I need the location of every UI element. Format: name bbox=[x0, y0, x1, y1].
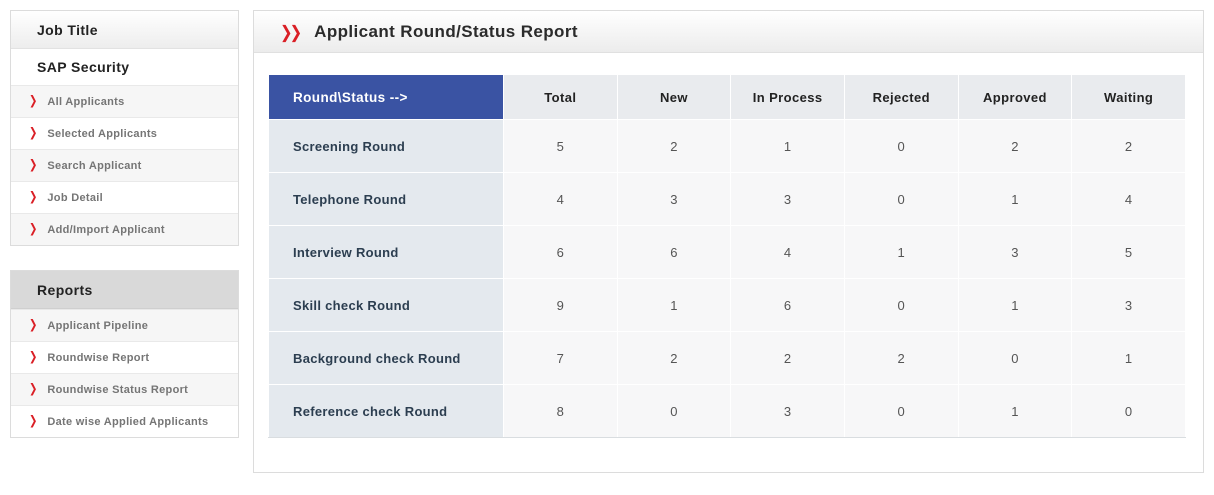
job-menu-panel: Job Title SAP Security ❯ All Applicants … bbox=[10, 10, 239, 246]
row-label: Screening Round bbox=[268, 119, 504, 173]
cell-value: 0 bbox=[843, 172, 959, 226]
sidebar-item-label: Selected Applicants bbox=[47, 127, 158, 140]
row-label: Background check Round bbox=[268, 331, 504, 385]
table-row-screening: Screening Round 5 2 1 0 2 2 bbox=[268, 119, 1186, 173]
sidebar-item-label: All Applicants bbox=[47, 95, 125, 108]
cell-value: 0 bbox=[957, 331, 1073, 385]
cell-value: 9 bbox=[503, 278, 618, 332]
chevron-right-icon: ❯ bbox=[29, 350, 38, 365]
cell-value: 6 bbox=[503, 225, 618, 279]
table-row-telephone: Telephone Round 4 3 3 0 1 4 bbox=[268, 172, 1186, 226]
page-title: Applicant Round/Status Report bbox=[314, 21, 578, 41]
cell-value: 0 bbox=[616, 384, 732, 438]
cell-value: 4 bbox=[1071, 172, 1186, 226]
sidebar-item-label: Date wise Applied Applicants bbox=[47, 415, 209, 428]
page-title-bar: ❯❯ Applicant Round/Status Report bbox=[254, 11, 1203, 53]
main-panel: ❯❯ Applicant Round/Status Report Round\S… bbox=[253, 10, 1204, 473]
column-header-total: Total bbox=[503, 74, 618, 120]
round-status-table: Round\Status --> Total New In Process Re… bbox=[268, 74, 1186, 438]
sidebar: Job Title SAP Security ❯ All Applicants … bbox=[10, 10, 239, 438]
cell-value: 7 bbox=[503, 331, 618, 385]
sidebar-item-applicant-pipeline[interactable]: ❯ Applicant Pipeline bbox=[11, 309, 238, 341]
table-row-reference-check: Reference check Round 8 0 3 0 1 0 bbox=[268, 384, 1186, 438]
cell-value: 5 bbox=[1071, 225, 1186, 279]
cell-value: 1 bbox=[1071, 331, 1186, 385]
sidebar-item-label: Roundwise Status Report bbox=[47, 383, 189, 396]
cell-value: 2 bbox=[730, 331, 845, 385]
row-label: Interview Round bbox=[268, 225, 504, 279]
column-header-in-process: In Process bbox=[730, 74, 845, 120]
job-title-header: Job Title bbox=[11, 11, 238, 49]
cell-value: 6 bbox=[616, 225, 732, 279]
row-label: Reference check Round bbox=[268, 384, 504, 438]
sidebar-item-label: Add/Import Applicant bbox=[47, 223, 165, 236]
chevron-right-icon: ❯ bbox=[29, 318, 38, 333]
cell-value: 2 bbox=[957, 119, 1073, 173]
cell-value: 8 bbox=[503, 384, 618, 438]
cell-value: 0 bbox=[843, 278, 959, 332]
chevron-right-icon: ❯ bbox=[29, 126, 38, 141]
cell-value: 0 bbox=[843, 384, 959, 438]
cell-value: 2 bbox=[843, 331, 959, 385]
sidebar-item-job-detail[interactable]: ❯ Job Detail bbox=[11, 181, 238, 213]
cell-value: 4 bbox=[503, 172, 618, 226]
cell-value: 0 bbox=[1071, 384, 1186, 438]
table-row-background-check: Background check Round 7 2 2 2 0 1 bbox=[268, 331, 1186, 385]
sidebar-item-label: Applicant Pipeline bbox=[47, 319, 149, 332]
chevron-right-icon: ❯ bbox=[29, 414, 38, 429]
sidebar-item-label: Job Detail bbox=[47, 191, 103, 204]
cell-value: 6 bbox=[730, 278, 845, 332]
row-label: Skill check Round bbox=[268, 278, 504, 332]
cell-value: 1 bbox=[957, 172, 1073, 226]
column-header-approved: Approved bbox=[957, 74, 1073, 120]
cell-value: 2 bbox=[616, 331, 732, 385]
table-corner-header: Round\Status --> bbox=[268, 74, 504, 120]
reports-panel: Reports ❯ Applicant Pipeline ❯ Roundwise… bbox=[10, 270, 239, 438]
sidebar-item-selected-applicants[interactable]: ❯ Selected Applicants bbox=[11, 117, 238, 149]
cell-value: 5 bbox=[503, 119, 618, 173]
table-header-row: Round\Status --> Total New In Process Re… bbox=[268, 74, 1186, 120]
sidebar-item-date-wise-applied-applicants[interactable]: ❯ Date wise Applied Applicants bbox=[11, 405, 238, 437]
sidebar-item-search-applicant[interactable]: ❯ Search Applicant bbox=[11, 149, 238, 181]
cell-value: 3 bbox=[1071, 278, 1186, 332]
chevron-right-icon: ❯ bbox=[29, 158, 38, 173]
table-row-skill-check: Skill check Round 9 1 6 0 1 3 bbox=[268, 278, 1186, 332]
column-header-waiting: Waiting bbox=[1071, 74, 1186, 120]
cell-value: 4 bbox=[730, 225, 845, 279]
chevron-right-icon: ❯ bbox=[29, 94, 38, 109]
column-header-rejected: Rejected bbox=[843, 74, 959, 120]
cell-value: 3 bbox=[957, 225, 1073, 279]
cell-value: 1 bbox=[957, 384, 1073, 438]
cell-value: 3 bbox=[730, 172, 845, 226]
chevron-right-icon: ❯ bbox=[29, 190, 38, 205]
cell-value: 2 bbox=[616, 119, 732, 173]
cell-value: 2 bbox=[1071, 119, 1186, 173]
cell-value: 1 bbox=[730, 119, 845, 173]
sidebar-item-label: Roundwise Report bbox=[47, 351, 150, 364]
cell-value: 1 bbox=[616, 278, 732, 332]
sidebar-item-all-applicants[interactable]: ❯ All Applicants bbox=[11, 85, 238, 117]
column-header-new: New bbox=[616, 74, 732, 120]
cell-value: 3 bbox=[616, 172, 732, 226]
reports-header: Reports bbox=[11, 271, 238, 309]
cell-value: 1 bbox=[843, 225, 959, 279]
row-label: Telephone Round bbox=[268, 172, 504, 226]
sidebar-item-add-import-applicant[interactable]: ❯ Add/Import Applicant bbox=[11, 213, 238, 245]
table-row-interview: Interview Round 6 6 4 1 3 5 bbox=[268, 225, 1186, 279]
sidebar-item-label: Search Applicant bbox=[47, 159, 142, 172]
sidebar-item-roundwise-report[interactable]: ❯ Roundwise Report bbox=[11, 341, 238, 373]
cell-value: 0 bbox=[843, 119, 959, 173]
chevron-right-icon: ❯ bbox=[29, 382, 38, 397]
double-chevron-right-icon: ❯❯ bbox=[280, 22, 302, 42]
cell-value: 1 bbox=[957, 278, 1073, 332]
sidebar-item-roundwise-status-report[interactable]: ❯ Roundwise Status Report bbox=[11, 373, 238, 405]
chevron-right-icon: ❯ bbox=[29, 222, 38, 237]
job-name: SAP Security bbox=[11, 49, 238, 85]
cell-value: 3 bbox=[730, 384, 845, 438]
